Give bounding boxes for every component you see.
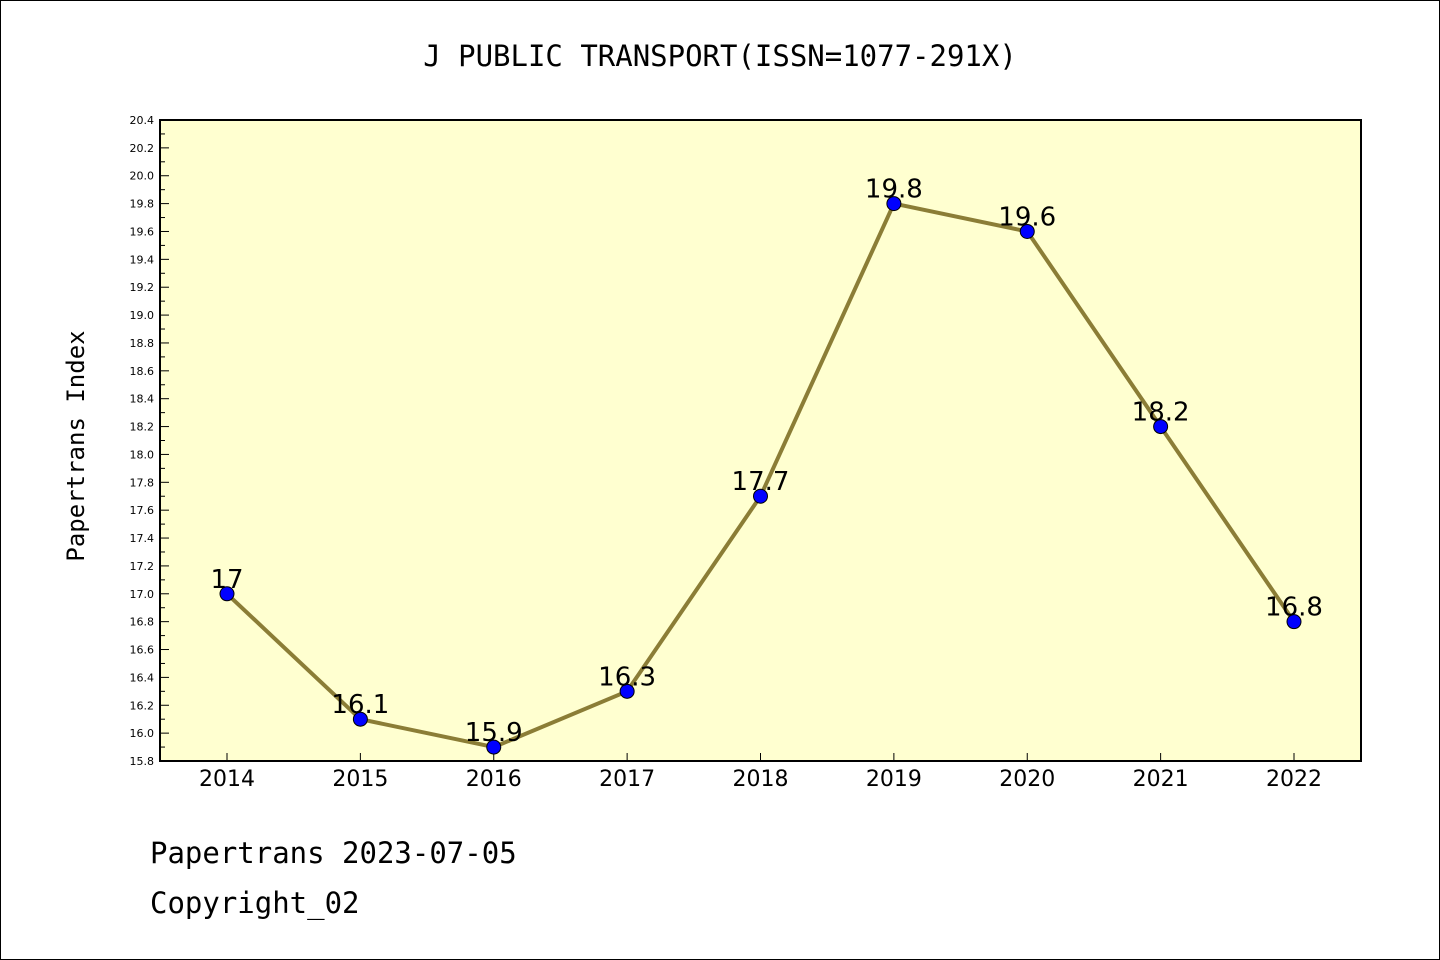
y-tick-label: 18.8 xyxy=(130,337,155,350)
x-tick-label: 2019 xyxy=(866,767,922,792)
data-label: 15.9 xyxy=(465,718,523,748)
y-tick-label: 16.6 xyxy=(130,644,155,657)
y-tick-label: 19.0 xyxy=(130,309,155,322)
data-point xyxy=(486,739,502,755)
y-tick-label: 18.0 xyxy=(130,448,155,461)
plot-area xyxy=(159,119,1362,762)
footer-copyright-text: Copyright_02 xyxy=(150,886,360,920)
x-tick-label: 2017 xyxy=(599,767,655,792)
data-label: 18.2 xyxy=(1132,398,1190,428)
data-markers xyxy=(219,196,1302,755)
y-tick-label: 18.6 xyxy=(130,365,155,378)
data-point xyxy=(886,196,902,212)
y-tick-label: 17.6 xyxy=(130,504,155,517)
y-tick-label: 20.4 xyxy=(130,114,155,127)
data-point xyxy=(619,683,635,699)
data-point xyxy=(753,488,768,504)
y-axis-label: Papertrans Index xyxy=(62,330,90,561)
data-label: 17.7 xyxy=(732,467,790,497)
y-tick-label: 18.2 xyxy=(130,421,155,434)
x-tick-label: 2015 xyxy=(332,767,388,792)
data-point xyxy=(1286,614,1302,630)
footer-date-text: Papertrans 2023-07-05 xyxy=(150,836,517,870)
x-tick-label: 2020 xyxy=(999,767,1055,792)
y-tick-label: 17.0 xyxy=(130,588,155,601)
y-tick-label: 16.2 xyxy=(130,699,155,712)
y-tick-label: 17.2 xyxy=(130,560,155,573)
data-labels: 17 16.1 15.9 16.3 17.7 19.8 19.6 18.2 16.8 xyxy=(210,175,1322,748)
data-label: 19.8 xyxy=(865,175,923,205)
y-axis: 15.8 16.0 16.2 16.4 16.6 16.8 17.0 17.2 17.4 17.6… xyxy=(130,114,169,768)
x-tick-label: 2021 xyxy=(1133,767,1189,792)
y-tick-label: 19.2 xyxy=(130,281,155,294)
y-tick-label: 18.4 xyxy=(130,393,155,406)
y-tick-label: 19.4 xyxy=(130,253,155,266)
data-label: 16.1 xyxy=(331,690,389,720)
data-point xyxy=(1019,223,1035,239)
data-label: 16.3 xyxy=(598,662,656,692)
x-tick-label: 2018 xyxy=(733,767,789,792)
y-tick-label: 16.0 xyxy=(130,727,155,740)
data-label: 16.8 xyxy=(1265,593,1323,623)
x-tick-label: 2022 xyxy=(1266,767,1322,792)
chart-title: J PUBLIC TRANSPORT(ISSN=1077-291X) xyxy=(423,39,1017,73)
y-tick-label: 16.8 xyxy=(130,616,155,629)
y-tick-label: 19.8 xyxy=(130,198,155,211)
x-axis: 2014 2015 2016 2017 2018 2019 2020 2021 2022 xyxy=(199,753,1322,792)
y-tick-label: 15.8 xyxy=(130,755,155,768)
y-tick-label: 20.0 xyxy=(130,170,155,183)
data-point xyxy=(352,711,368,727)
data-label: 19.6 xyxy=(998,202,1056,232)
y-tick-label: 16.4 xyxy=(130,671,155,684)
data-point xyxy=(1153,419,1169,435)
y-tick-label: 20.2 xyxy=(130,142,155,155)
y-tick-label: 17.4 xyxy=(130,532,155,545)
x-tick-label: 2016 xyxy=(466,767,522,792)
y-tick-label: 17.8 xyxy=(130,476,155,489)
data-point xyxy=(219,586,235,602)
data-label: 17 xyxy=(210,565,243,595)
y-tick-label: 19.6 xyxy=(130,225,155,238)
x-tick-label: 2014 xyxy=(199,767,255,792)
